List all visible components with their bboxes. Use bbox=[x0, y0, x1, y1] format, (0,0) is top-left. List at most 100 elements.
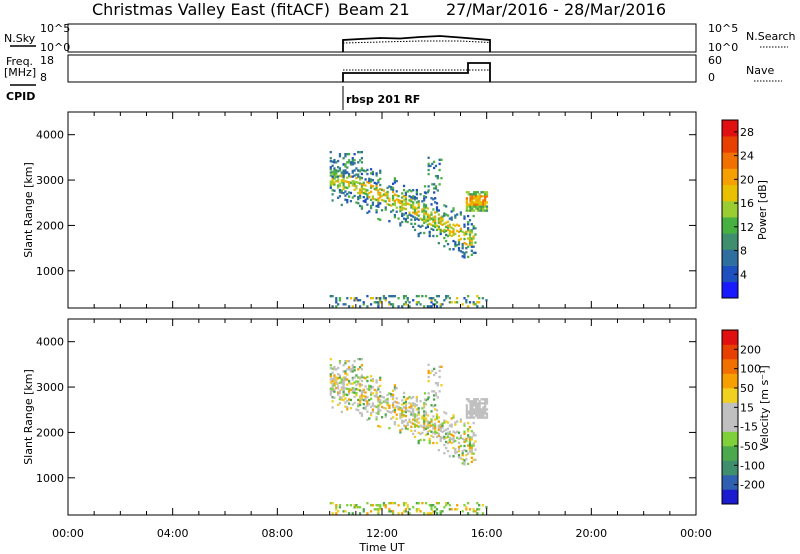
velocity-cell bbox=[342, 386, 345, 390]
power-cell bbox=[408, 199, 411, 202]
velocity-cell bbox=[454, 447, 457, 451]
velocity-cell bbox=[423, 426, 426, 429]
power-cell bbox=[373, 181, 376, 185]
power-cell bbox=[393, 193, 397, 196]
velocity-cell bbox=[360, 392, 364, 395]
power-cell bbox=[346, 171, 349, 174]
power-cell bbox=[426, 225, 429, 229]
nsky-panel: N.Sky 10^5 10^0 10^5 10^0 N.Search bbox=[4, 22, 796, 54]
power-cell bbox=[353, 182, 356, 185]
velocity-cell bbox=[443, 429, 446, 432]
power-colorbar-tick-label: 16 bbox=[740, 197, 754, 210]
power-cell bbox=[364, 178, 367, 181]
velocity-cell bbox=[465, 412, 468, 415]
power-cell bbox=[342, 169, 345, 172]
power-cell bbox=[349, 199, 353, 203]
power-cell bbox=[448, 231, 451, 235]
velocity-cell bbox=[461, 462, 464, 465]
power-cell bbox=[408, 195, 411, 198]
velocity-cell bbox=[401, 399, 404, 402]
power-cell bbox=[368, 179, 371, 183]
power-cell bbox=[384, 200, 387, 203]
velocity-cell bbox=[377, 512, 380, 515]
velocity-cell bbox=[428, 437, 431, 441]
power-cell bbox=[482, 199, 485, 202]
power-colorbar-tick-label: 4 bbox=[740, 268, 747, 281]
velocity-cell bbox=[467, 428, 470, 431]
power-cell bbox=[340, 203, 343, 207]
velocity-cell bbox=[355, 408, 358, 411]
velocity-cell bbox=[433, 398, 436, 401]
power-cell bbox=[469, 209, 472, 212]
power-cell bbox=[401, 208, 404, 211]
velocity-cell bbox=[473, 408, 476, 411]
velocity-cell bbox=[476, 402, 479, 405]
velocity-cell bbox=[404, 406, 407, 410]
power-cell bbox=[406, 220, 409, 224]
velocity-cell bbox=[404, 404, 407, 408]
velocity-cell bbox=[336, 510, 340, 513]
velocity-cell bbox=[391, 393, 395, 397]
power-cell bbox=[391, 196, 395, 200]
velocity-cell bbox=[355, 506, 358, 509]
velocity-cell bbox=[329, 375, 332, 378]
velocity-cell bbox=[336, 385, 340, 388]
power-cell bbox=[395, 210, 398, 213]
velocity-cell bbox=[333, 374, 336, 377]
power-cell bbox=[433, 183, 436, 186]
power-cell bbox=[437, 221, 440, 224]
power-cell bbox=[415, 213, 418, 216]
power-cell bbox=[432, 198, 435, 201]
power-cell bbox=[342, 177, 345, 180]
power-cell bbox=[395, 198, 398, 201]
power-cell bbox=[357, 299, 360, 302]
power-cell bbox=[437, 217, 440, 220]
power-cell bbox=[331, 175, 334, 178]
power-cell bbox=[474, 251, 477, 255]
power-cell bbox=[364, 188, 367, 191]
velocity-cell bbox=[342, 364, 345, 367]
velocity-cell bbox=[335, 512, 338, 515]
power-cell bbox=[423, 213, 426, 216]
velocity-cell bbox=[342, 388, 345, 392]
velocity-cell bbox=[484, 408, 487, 411]
power-cell bbox=[415, 211, 418, 214]
power-cell bbox=[357, 202, 360, 205]
velocity-cell bbox=[435, 441, 439, 445]
power-cell bbox=[434, 211, 437, 214]
velocity-cell bbox=[473, 410, 476, 413]
velocity-cell bbox=[480, 402, 483, 405]
velocity-cell bbox=[397, 512, 400, 515]
power-cell bbox=[336, 178, 340, 181]
power-cell bbox=[402, 303, 406, 306]
velocity-cell bbox=[476, 501, 479, 505]
velocity-cell bbox=[445, 504, 448, 507]
velocity-colorbar-swatch bbox=[722, 475, 738, 490]
power-cell bbox=[445, 294, 448, 298]
velocity-cell bbox=[344, 393, 347, 396]
nsky-tick-top: 10^5 bbox=[40, 22, 70, 35]
velocity-cell bbox=[357, 376, 360, 379]
power-cell bbox=[338, 190, 342, 194]
power-cell bbox=[430, 197, 433, 200]
velocity-cell bbox=[399, 406, 402, 410]
velocity-cell bbox=[470, 460, 473, 464]
velocity-cell bbox=[439, 437, 442, 441]
velocity-cell bbox=[430, 506, 433, 509]
power-cell bbox=[465, 209, 468, 212]
velocity-cell bbox=[406, 423, 409, 427]
power-cell bbox=[371, 172, 375, 176]
power-cell bbox=[344, 155, 347, 158]
velocity-cell bbox=[452, 440, 455, 444]
velocity-cell bbox=[397, 424, 400, 427]
power-cell bbox=[353, 169, 356, 172]
velocity-cell bbox=[452, 430, 455, 433]
power-cell bbox=[437, 294, 440, 298]
power-cell bbox=[408, 213, 411, 216]
velocity-cell bbox=[353, 376, 356, 379]
velocity-cell bbox=[439, 429, 442, 432]
power-cell bbox=[342, 179, 345, 183]
velocity-cell bbox=[382, 406, 386, 409]
velocity-ytick-label: 4000 bbox=[36, 336, 64, 349]
power-cell bbox=[399, 199, 402, 203]
